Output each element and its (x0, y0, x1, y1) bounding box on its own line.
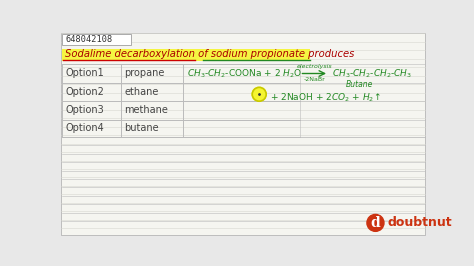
Text: -2NaBr: -2NaBr (303, 77, 325, 82)
Text: $CH_3$-$CH_2$-COONa + 2 $H_2$O: $CH_3$-$CH_2$-COONa + 2 $H_2$O (187, 67, 302, 80)
Text: electrolysis: electrolysis (296, 64, 332, 69)
Circle shape (367, 214, 384, 231)
Text: Sodalime decarboxylation of sodium propionate produces: Sodalime decarboxylation of sodium propi… (64, 49, 354, 59)
Text: 648042108: 648042108 (65, 35, 113, 44)
FancyBboxPatch shape (63, 34, 130, 45)
Text: Option4: Option4 (65, 123, 104, 133)
Text: d: d (371, 216, 380, 230)
FancyBboxPatch shape (63, 49, 310, 61)
Text: Option2: Option2 (65, 87, 104, 97)
Text: Option3: Option3 (65, 105, 104, 115)
Text: propane: propane (124, 69, 165, 78)
Text: + 2NaOH + 2$CO_2$ + $H_2$↑: + 2NaOH + 2$CO_2$ + $H_2$↑ (270, 91, 381, 104)
Text: butane: butane (124, 123, 159, 133)
Text: doubtnut: doubtnut (387, 216, 452, 229)
Text: ethane: ethane (124, 87, 159, 97)
Text: Option1: Option1 (65, 69, 104, 78)
Text: $CH_3$-$CH_2$-$CH_2$-$CH_3$: $CH_3$-$CH_2$-$CH_2$-$CH_3$ (332, 67, 412, 80)
Circle shape (252, 87, 266, 101)
Text: Butane: Butane (346, 80, 374, 89)
Text: methane: methane (124, 105, 168, 115)
FancyBboxPatch shape (61, 34, 425, 235)
